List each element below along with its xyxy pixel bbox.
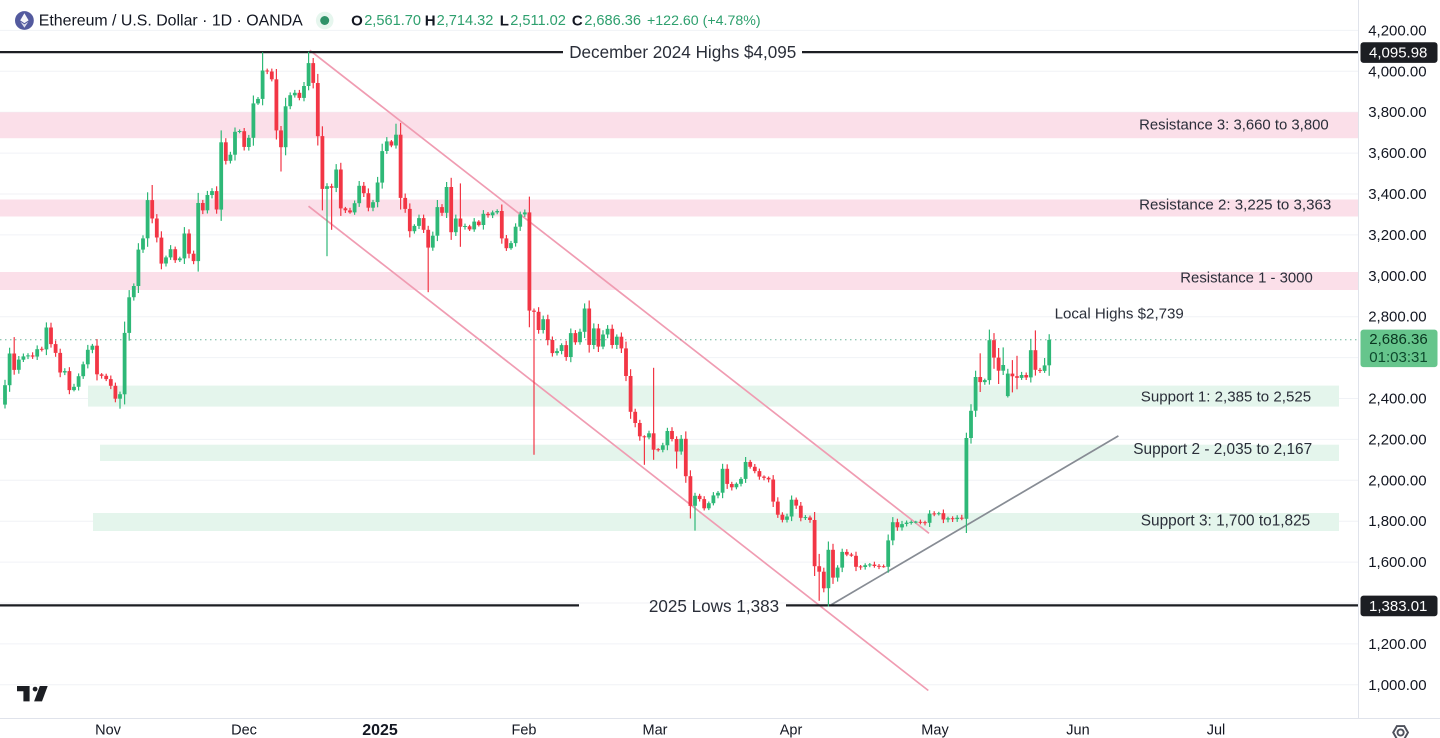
svg-text:3,800.00: 3,800.00: [1368, 104, 1426, 121]
svg-text:3,000.00: 3,000.00: [1368, 268, 1426, 285]
svg-text:2,800.00: 2,800.00: [1368, 309, 1426, 326]
svg-text:4,095.98: 4,095.98: [1369, 45, 1427, 62]
svg-text:Resistance 3: 3,660 to 3,800: Resistance 3: 3,660 to 3,800: [1139, 117, 1329, 133]
svg-text:4,000.00: 4,000.00: [1368, 63, 1426, 80]
svg-text:Dec: Dec: [231, 723, 257, 738]
svg-text:3,600.00: 3,600.00: [1368, 145, 1426, 162]
svg-text:May: May: [921, 723, 949, 738]
svg-text:O: O: [351, 12, 363, 29]
svg-text:H: H: [425, 12, 436, 29]
svg-text:Feb: Feb: [512, 723, 537, 738]
svg-text:2,511.02: 2,511.02: [510, 13, 566, 29]
svg-text:3,200.00: 3,200.00: [1368, 227, 1426, 244]
svg-text:2,200.00: 2,200.00: [1368, 431, 1426, 448]
svg-text:Resistance 2: 3,225 to 3,363: Resistance 2: 3,225 to 3,363: [1139, 197, 1331, 214]
svg-text:Support 3: 1,700 to1,825: Support 3: 1,700 to1,825: [1141, 513, 1310, 530]
svg-text:L: L: [500, 12, 509, 29]
svg-text:1,800.00: 1,800.00: [1368, 513, 1426, 530]
svg-text:01:03:31: 01:03:31: [1369, 349, 1427, 366]
svg-text:1,000.00: 1,000.00: [1368, 677, 1426, 694]
svg-text:2,400.00: 2,400.00: [1368, 391, 1426, 408]
svg-text:2,561.70: 2,561.70: [364, 13, 421, 29]
svg-text:2,686.36: 2,686.36: [1369, 331, 1427, 348]
svg-text:Local Highs $2,739: Local Highs $2,739: [1055, 306, 1184, 323]
svg-text:Apr: Apr: [780, 723, 803, 738]
svg-text:3,400.00: 3,400.00: [1368, 186, 1426, 203]
svg-text:Support 2 - 2,035 to 2,167: Support 2 - 2,035 to 2,167: [1133, 441, 1312, 458]
svg-text:2,714.32: 2,714.32: [437, 13, 494, 29]
svg-text:Resistance 1 - 3000: Resistance 1 - 3000: [1180, 271, 1312, 287]
svg-text:2025 Lows 1,383: 2025 Lows 1,383: [649, 597, 779, 616]
svg-text:2,686.36: 2,686.36: [584, 13, 641, 29]
svg-text:2,000.00: 2,000.00: [1368, 472, 1426, 489]
svg-text:+122.60 (+4.78%): +122.60 (+4.78%): [647, 13, 761, 29]
svg-text:December 2024 Highs $4,095: December 2024 Highs $4,095: [569, 43, 796, 62]
svg-text:Jul: Jul: [1207, 723, 1226, 738]
svg-text:2025: 2025: [362, 722, 398, 738]
svg-text:1,600.00: 1,600.00: [1368, 554, 1426, 571]
svg-text:Jun: Jun: [1066, 723, 1089, 738]
svg-text:Mar: Mar: [643, 723, 668, 738]
svg-text:1,200.00: 1,200.00: [1368, 636, 1426, 653]
svg-text:C: C: [572, 12, 583, 29]
svg-text:Ethereum / U.S. Dollar · 1D ·: Ethereum / U.S. Dollar · 1D · OANDA: [39, 13, 303, 30]
svg-text:1,383.01: 1,383.01: [1369, 598, 1427, 615]
svg-text:Nov: Nov: [95, 723, 122, 738]
svg-text:4,200.00: 4,200.00: [1368, 22, 1426, 39]
svg-text:Support 1: 2,385 to 2,525: Support 1: 2,385 to 2,525: [1141, 388, 1311, 405]
